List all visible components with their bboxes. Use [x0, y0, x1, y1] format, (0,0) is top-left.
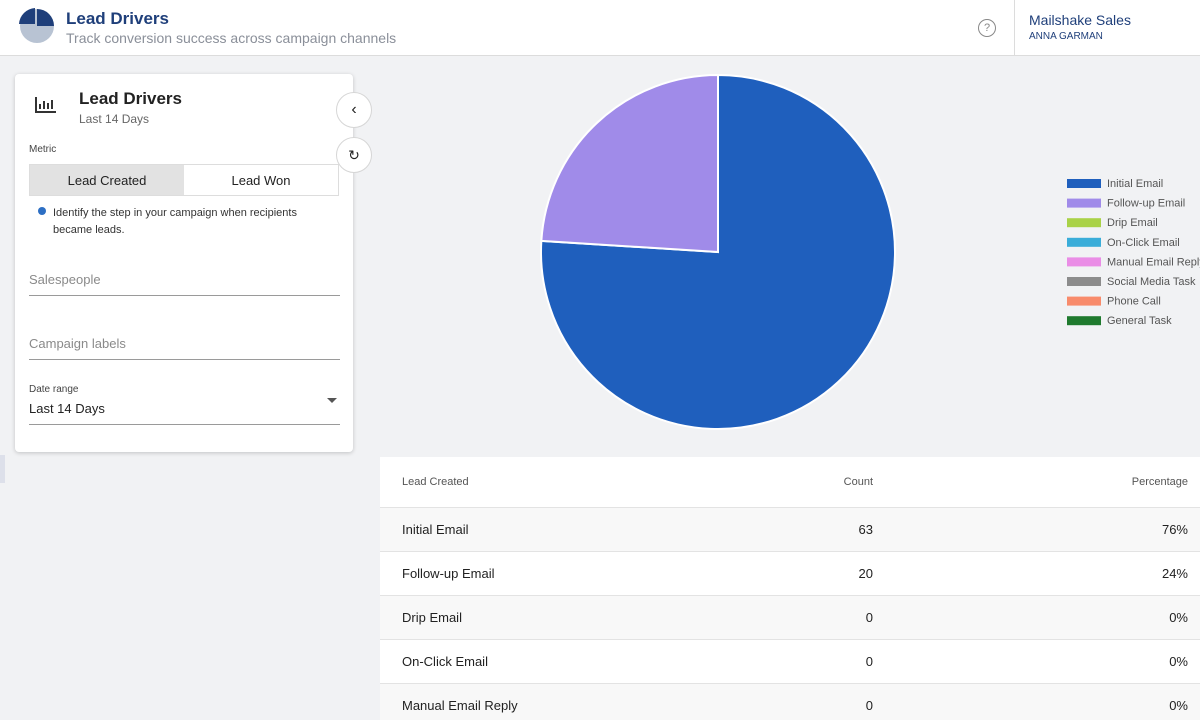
refresh-button[interactable]: ↻ [336, 137, 372, 173]
legend-label: Initial Email [1107, 178, 1163, 190]
table-cell: Manual Email Reply [402, 698, 518, 713]
results-table: Lead Created Count Percentage Initial Em… [380, 457, 1200, 720]
date-range-select[interactable]: Last 14 Days [29, 401, 340, 425]
legend-label: Follow-up Email [1107, 198, 1185, 210]
toggle-option[interactable]: Lead Created [30, 165, 184, 195]
legend-swatch [1067, 218, 1101, 228]
pie-slice [540, 73, 896, 430]
metric-toggle: Lead Created Lead Won [29, 164, 339, 196]
legend-swatch [1067, 179, 1101, 188]
table-cell: 0 [865, 654, 873, 669]
toggle-option[interactable]: Lead Won [231, 172, 291, 188]
table-row: Initial Email 63 76% [380, 507, 1200, 551]
legend-label: On-Click Email [1107, 237, 1180, 249]
app-title: Lead Drivers [66, 9, 169, 28]
side-tab [0, 455, 5, 483]
table-row: Follow-up Email 20 24% [380, 551, 1200, 595]
pie-slice [540, 73, 719, 254]
filter-card: Lead Drivers Last 14 Days Metric Lead Cr… [15, 74, 353, 452]
dropdown-arrow [327, 398, 337, 403]
table-cell: 63 [858, 522, 873, 537]
legend-swatch [1067, 237, 1101, 247]
legend-label: Manual Email Reply [1107, 256, 1200, 268]
legend-label: Drip Email [1107, 217, 1158, 229]
pie-chart: Initial Email Follow-up Email Drip Email On… [540, 73, 1200, 430]
table-cell: 0% [1169, 698, 1188, 713]
table-cell: On-Click Email [402, 654, 488, 669]
account-name[interactable]: Mailshake Sales [1029, 12, 1131, 28]
table-cell: 20 [858, 566, 873, 581]
table-cell: 0% [1169, 610, 1188, 625]
legend-label: Social Media Task [1107, 276, 1196, 288]
table-cell: 0 [865, 610, 873, 625]
logo [19, 8, 54, 43]
info-icon [38, 207, 46, 215]
table-cell: 0% [1169, 654, 1188, 669]
card-title: Lead Drivers [79, 89, 182, 108]
date-range-label: Date range [29, 384, 79, 395]
help-text: Identify the step in your campaign when … [53, 207, 297, 236]
collapse-button[interactable]: ‹ [336, 92, 372, 128]
table-row: On-Click Email 0 0% [380, 639, 1200, 683]
table-row: Drip Email 0 0% [380, 595, 1200, 639]
card-subtitle: Last 14 Days [79, 112, 150, 126]
table-cell: Follow-up Email [402, 566, 495, 581]
chart-icon [35, 97, 56, 113]
legend-label: General Task [1107, 315, 1172, 327]
legend-swatch [1067, 198, 1101, 208]
metric-label: Metric [29, 144, 57, 155]
table-cell: 76% [1161, 522, 1188, 537]
legend-label: Phone Call [1107, 296, 1161, 308]
table-cell: Initial Email [402, 522, 469, 537]
table-header: Lead Created Count Percentage [380, 457, 1200, 507]
column-header[interactable]: Percentage [1131, 476, 1188, 488]
top-bar: Lead Drivers Track conversion success ac… [0, 0, 1200, 56]
table-cell: 24% [1161, 566, 1188, 581]
table-cell: Drip Email [402, 610, 462, 625]
divider [1014, 0, 1015, 55]
legend-swatch [1067, 316, 1101, 326]
help-button[interactable]: ? [978, 19, 996, 37]
campaign-labels-field[interactable]: Campaign labels [29, 336, 340, 360]
column-header[interactable]: Count [843, 476, 873, 488]
column-header[interactable]: Lead Created [402, 476, 469, 488]
table-cell: 0 [865, 698, 873, 713]
legend-swatch [1067, 277, 1101, 286]
table-row: Manual Email Reply 0 0% [380, 683, 1200, 720]
app-subtitle: Track conversion success across campaign… [66, 30, 397, 46]
legend-swatch [1067, 257, 1101, 267]
user-name: ANNA GARMAN [1029, 31, 1103, 42]
legend-swatch [1067, 296, 1101, 306]
salespeople-field[interactable]: Salespeople [29, 272, 340, 296]
